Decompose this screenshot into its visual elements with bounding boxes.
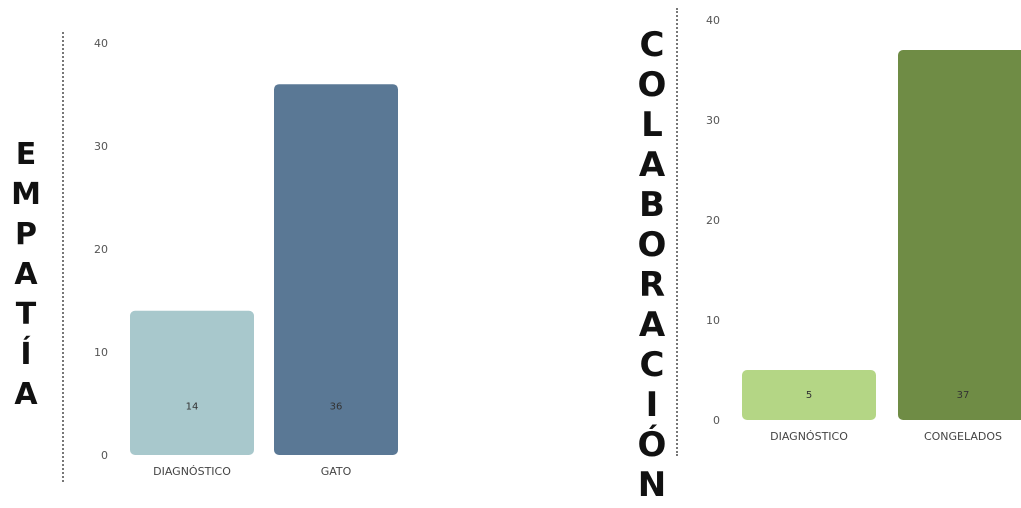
y-tick-label: 10 [94, 346, 108, 359]
title-letter: E [15, 137, 37, 172]
title-letter: M [11, 177, 41, 212]
vertical-divider [676, 8, 678, 456]
y-tick-label: 20 [94, 243, 108, 256]
y-tick-label: 0 [713, 414, 720, 427]
y-tick-label: 40 [94, 37, 108, 50]
bar [742, 370, 876, 420]
title-letter: Í [20, 337, 32, 372]
title-letter: B [639, 185, 665, 225]
y-tick-label: 10 [706, 314, 720, 327]
title-letter: R [638, 265, 666, 305]
category-label: GATO [321, 465, 352, 478]
y-tick-label: 30 [706, 114, 720, 127]
title-letter: A [14, 377, 38, 412]
title-letter: C [639, 345, 665, 385]
y-tick-label: 0 [101, 449, 108, 462]
title-letter: A [638, 145, 666, 185]
title-letter: A [638, 305, 666, 345]
bar [130, 310, 254, 455]
data-label: 37 [957, 390, 970, 401]
title-letter: O [637, 225, 667, 265]
y-tick-label: 40 [706, 14, 720, 27]
title-letter: O [637, 65, 667, 105]
category-label: CONGELADOS [924, 430, 1002, 443]
title-letter: I [645, 385, 659, 425]
title-letter: T [15, 297, 37, 332]
title-letter: Ó [637, 425, 667, 465]
bar [898, 50, 1021, 420]
bar-chart-svg: 0 10 20 30 40 5 DIAGNÓSTICO 37 CONGELADOS [706, 14, 1021, 443]
y-tick-label: 30 [94, 140, 108, 153]
bar-chart-svg: 0 10 20 30 40 14 DIAGNÓSTICO 36 GATO [94, 37, 398, 478]
data-label: 14 [186, 402, 199, 413]
data-label: 5 [806, 390, 812, 401]
title-letter: A [14, 257, 38, 292]
y-tick-label: 20 [706, 214, 720, 227]
title-letter: L [641, 105, 663, 145]
category-label: DIAGNÓSTICO [153, 465, 231, 478]
vertical-divider [62, 32, 64, 482]
title-letter: P [15, 217, 37, 252]
title-letter: C [639, 25, 665, 65]
bar [274, 84, 398, 455]
data-label: 36 [330, 402, 343, 413]
category-label: DIAGNÓSTICO [770, 430, 848, 443]
